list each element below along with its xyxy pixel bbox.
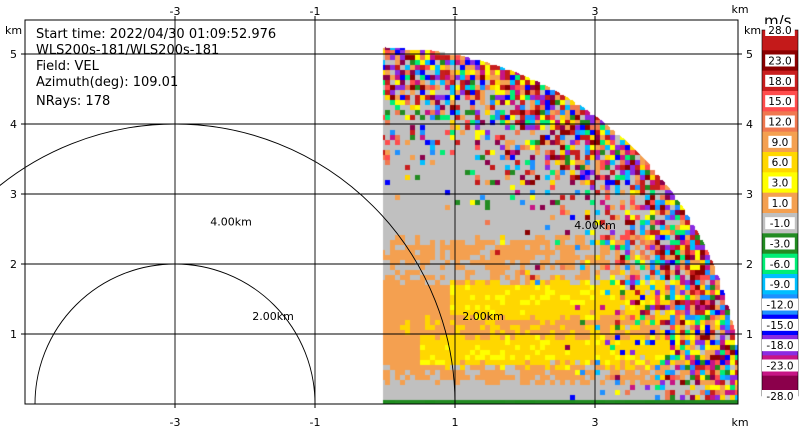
colorbar-label: 28.0 [768,25,791,37]
ring-label: 4.00km [210,216,252,229]
y-tick-label-left: 3 [10,188,17,201]
x-tick-label-bottom: -3 [170,416,181,429]
unit-km-bottom: km [731,416,748,429]
range-rings: 4.00km 2.00km 2.00km 4.00km [0,123,616,405]
azimuth-label: Azimuth(deg): 109.01 [36,75,178,90]
colorbar-label-bg [762,359,798,372]
colorbar-label: -15.0 [766,320,793,332]
axis-ticks: -3 -3 -1 -1 1 1 3 3 1 1 2 2 3 3 4 4 5 5 km km km km [5,3,761,429]
x-tick-label-top: -1 [310,5,321,18]
colorbar-label: -12.0 [766,300,793,312]
y-tick-label-left: 1 [10,328,17,341]
colorbar-label: 23.0 [768,56,791,68]
colorbar-label-bg [765,74,795,87]
colorbar-label-bg [768,176,792,189]
colorbar-label-bg [765,257,795,270]
colorbar-label: 3.0 [772,178,789,190]
instrument-label: WLS200s-181/WLS200s-181 [36,43,219,58]
colorbar-label-bg [762,390,798,402]
colorbar-label: -3.0 [770,239,791,251]
colorbar-label: -1.0 [770,218,791,230]
plot-frame [24,19,739,405]
nrays-label: NRays: 178 [36,94,110,109]
colorbar-label-bg [765,237,795,250]
y-tick-label-right: 3 [746,188,753,201]
start-time-label: Start time: 2022/04/30 01:09:52.976 [36,27,276,42]
ring-label: 2.00km [252,310,294,323]
colorbar-label: 6.0 [772,157,789,169]
colorbar-label-bg [762,298,798,311]
colorbar-label-bg [768,196,792,209]
unit-km-top-right: km [744,24,761,37]
colorbar-label: -28.0 [766,391,793,403]
colorbar-label-bg [762,339,798,352]
colorbar-label-bg [765,217,795,230]
y-tick-label-left: 5 [10,48,17,61]
colorbar-label: -18.0 [766,340,793,352]
x-tick-label-top: 1 [452,5,459,18]
colorbar-label-bg [765,115,795,128]
y-tick-label-right: 2 [746,258,753,271]
colorbar-label-bg [765,95,795,108]
colorbar-label-bg [768,156,792,169]
y-tick-label-right: 1 [746,328,753,341]
x-tick-label-bottom: -1 [310,416,321,429]
colorbar-label-bg [762,318,798,331]
colorbar-label-bg [765,24,795,36]
colorbar-label-bg [765,278,795,291]
colorbar-label: -6.0 [770,259,791,271]
x-tick-label-bottom: 1 [452,416,459,429]
info-block: Start time: 2022/04/30 01:09:52.976 WLS2… [36,27,276,109]
colorbar: m/s 28.023.018.015.012.09.06.03.01.0-1.0… [761,12,799,403]
colorbar-label: 12.0 [768,117,791,129]
ring-label: 4.00km [574,219,616,232]
colorbar-label: -9.0 [770,279,791,291]
range-ring [0,123,456,405]
colorbar-label: 18.0 [768,76,791,88]
grid-lines [25,20,738,404]
x-tick-label-bottom: 3 [592,416,599,429]
colorbar-label-bg [765,54,795,67]
x-tick-label-top: -3 [170,5,181,18]
range-ring [34,263,316,405]
colorbar-label: 1.0 [772,198,789,210]
ring-label: 2.00km [462,310,504,323]
unit-km-top-left: km [5,24,22,37]
y-tick-label-right: 4 [746,118,753,131]
colorbar-label: -23.0 [766,361,793,373]
colorbar-label: 15.0 [768,96,791,108]
field-label: Field: VEL [36,59,100,74]
y-tick-label-left: 4 [10,118,17,131]
x-tick-label-top: 3 [592,5,599,18]
colorbar-label-bg [768,135,792,148]
unit-km-top: km [731,3,748,16]
colorbar-label: 9.0 [772,137,789,149]
y-tick-label-right: 5 [746,48,753,61]
y-tick-label-left: 2 [10,258,17,271]
